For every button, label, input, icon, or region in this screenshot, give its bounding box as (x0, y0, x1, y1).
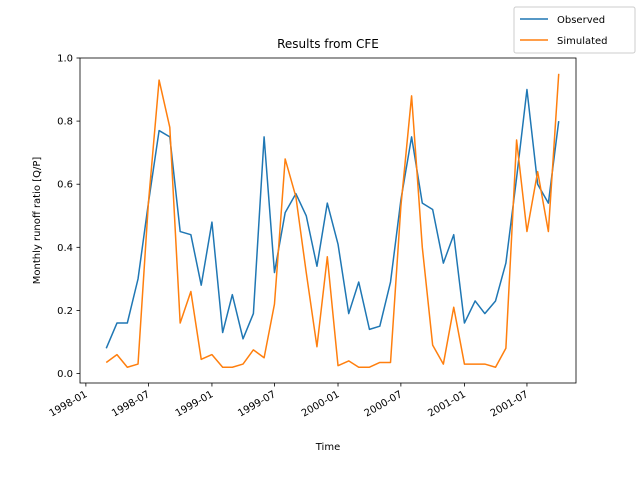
series-line-observed (105, 88, 560, 349)
axes-frame (79, 57, 577, 384)
y-tick-label: 0.2 (57, 306, 73, 317)
legend-label-observed: Observed (557, 15, 605, 26)
y-tick-label: 0.6 (57, 180, 73, 191)
legend-label-simulated: Simulated (557, 36, 608, 47)
y-axis-title: Monthly runoff ratio [Q/P] (32, 157, 43, 285)
y-tick-label: 0.4 (57, 243, 73, 254)
legend: Observed Simulated (513, 6, 636, 54)
y-tick-label: 0.8 (57, 117, 73, 128)
chart-title: Results from CFE (277, 37, 379, 51)
y-axis: 0.0 0.2 0.4 0.6 0.8 1.0 (57, 54, 80, 380)
x-axis-title: Time (315, 442, 340, 453)
y-tick-label: 1.0 (57, 54, 73, 65)
series-line-simulated (105, 73, 560, 368)
y-tick-label: 0.0 (57, 369, 73, 380)
series-layer (105, 73, 560, 368)
